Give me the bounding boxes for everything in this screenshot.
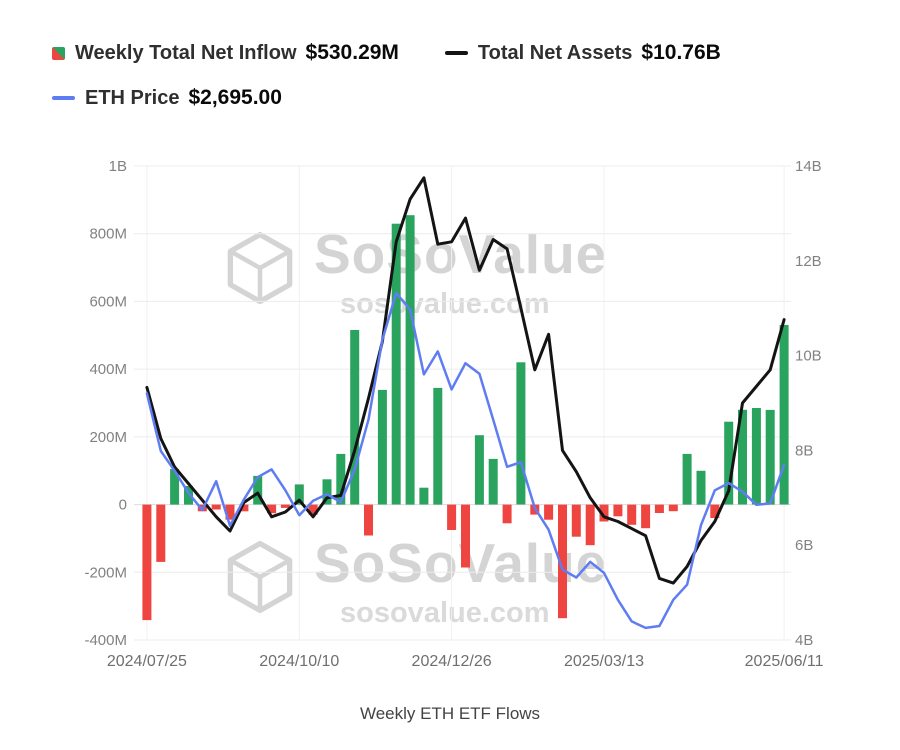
svg-text:2025/03/13: 2025/03/13: [564, 653, 644, 670]
inflow-value: $530.29M: [305, 41, 399, 64]
svg-text:8B: 8B: [795, 442, 813, 459]
legend-item-net-assets[interactable]: Total Net Assets $10.76B: [444, 41, 721, 65]
net-assets-label: Total Net Assets: [477, 41, 633, 64]
svg-text:10B: 10B: [795, 348, 822, 365]
legend-row-2: ETH Price $2,695.00: [52, 83, 721, 113]
legend-item-eth-price[interactable]: ETH Price $2,695.00: [52, 86, 282, 110]
svg-text:1B: 1B: [109, 158, 127, 175]
eth-price-value: $2,695.00: [188, 86, 282, 109]
svg-text:2025/06/11: 2025/06/11: [745, 653, 824, 670]
svg-text:400M: 400M: [89, 361, 127, 378]
legend-item-weekly-inflow[interactable]: Weekly Total Net Inflow $530.29M: [52, 41, 399, 65]
svg-text:-200M: -200M: [84, 564, 127, 581]
svg-text:-400M: -400M: [84, 632, 127, 649]
inflow-bar-icon: [52, 46, 65, 60]
svg-text:12B: 12B: [795, 253, 822, 270]
svg-text:14B: 14B: [795, 158, 822, 175]
eth-price-line-icon: [52, 96, 75, 100]
svg-text:2024/07/25: 2024/07/25: [107, 653, 187, 670]
svg-text:2024/10/10: 2024/10/10: [259, 653, 339, 670]
svg-text:0: 0: [119, 497, 127, 514]
legend-row-1: Weekly Total Net Inflow $530.29M Total N…: [52, 38, 721, 68]
chart-legend: Weekly Total Net Inflow $530.29M Total N…: [52, 38, 721, 128]
svg-text:2024/12/26: 2024/12/26: [412, 653, 492, 670]
chart-caption: Weekly ETH ETF Flows: [359, 704, 541, 723]
net-assets-value: $10.76B: [641, 41, 721, 64]
svg-text:600M: 600M: [89, 293, 127, 310]
net-assets-line-icon: [444, 51, 468, 55]
svg-text:4B: 4B: [795, 632, 813, 649]
svg-text:800M: 800M: [89, 226, 127, 243]
svg-text:6B: 6B: [795, 537, 813, 554]
eth-price-label: ETH Price: [85, 86, 180, 109]
inflow-label: Weekly Total Net Inflow: [75, 41, 297, 64]
svg-text:200M: 200M: [89, 429, 127, 446]
